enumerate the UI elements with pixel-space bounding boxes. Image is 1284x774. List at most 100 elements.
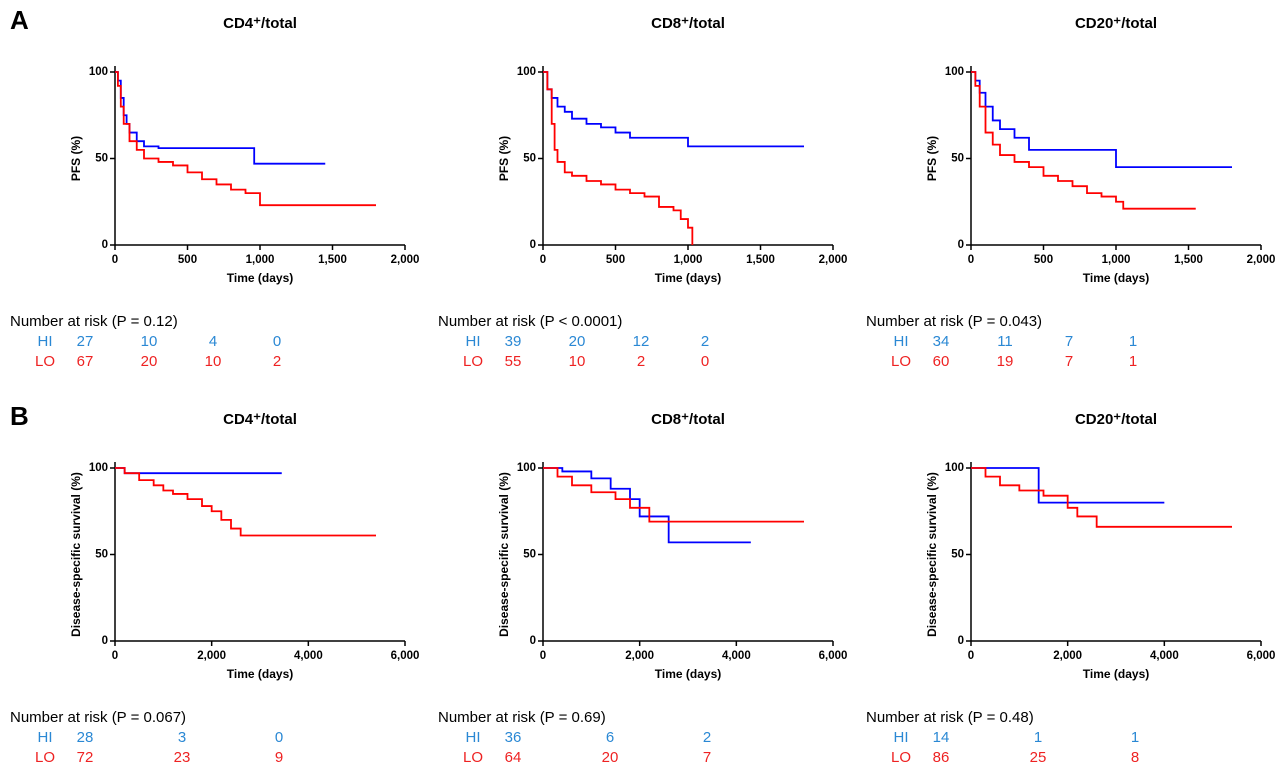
risk-count: 20: [602, 749, 619, 766]
chart-title: CD20⁺/total: [1075, 411, 1157, 428]
x-tick-label: 2,000: [391, 254, 420, 266]
y-axis-label: Disease-specific survival (%): [69, 472, 83, 637]
x-tick-label: 500: [1034, 254, 1053, 266]
y-tick-label: 100: [945, 462, 964, 474]
risk-count: 11: [997, 333, 1013, 350]
y-tick-label: 0: [102, 635, 108, 647]
risk-group: HI: [466, 333, 481, 350]
x-tick-label: 1,500: [318, 254, 347, 266]
x-tick-label: 6,000: [819, 650, 848, 662]
x-tick-label: 6,000: [391, 650, 420, 662]
y-tick-label: 50: [95, 153, 108, 165]
survival-curve: [971, 467, 1232, 528]
panel-label: A: [10, 5, 29, 35]
survival-curve: [115, 71, 326, 165]
y-tick-label: 50: [523, 549, 536, 561]
y-axis-label: Disease-specific survival (%): [497, 472, 511, 637]
risk-count: 2: [701, 333, 709, 350]
risk-count: 1: [1129, 333, 1137, 350]
risk-group: LO: [463, 353, 483, 370]
x-tick-label: 4,000: [294, 650, 323, 662]
y-axis-label: Disease-specific survival (%): [925, 472, 939, 637]
risk-count: 1: [1129, 353, 1137, 370]
risk-count: 64: [505, 749, 522, 766]
risk-count: 72: [77, 749, 94, 766]
risk-group: LO: [463, 749, 483, 766]
y-tick-label: 100: [517, 66, 536, 78]
y-tick-label: 100: [89, 66, 108, 78]
y-tick-label: 0: [958, 635, 964, 647]
risk-group: LO: [891, 353, 911, 370]
risk-count: 9: [275, 749, 283, 766]
y-tick-label: 50: [523, 153, 536, 165]
x-tick-label: 2,000: [819, 254, 848, 266]
y-tick-label: 50: [951, 549, 964, 561]
risk-group: HI: [894, 333, 909, 350]
risk-count: 55: [505, 353, 522, 370]
risk-title: Number at risk (P = 0.067): [10, 709, 186, 726]
risk-count: 8: [1131, 749, 1139, 766]
x-tick-label: 6,000: [1247, 650, 1276, 662]
y-tick-label: 100: [945, 66, 964, 78]
risk-group: HI: [38, 333, 53, 350]
risk-count: 34: [933, 333, 950, 350]
x-tick-label: 1,000: [674, 254, 703, 266]
x-tick-label: 2,000: [625, 650, 654, 662]
risk-count: 23: [174, 749, 191, 766]
risk-count: 12: [633, 333, 650, 350]
risk-count: 7: [1065, 353, 1073, 370]
risk-count: 2: [703, 729, 711, 746]
panel-label: B: [10, 401, 29, 431]
x-tick-label: 0: [540, 650, 546, 662]
survival-curve: [971, 71, 1232, 169]
risk-count: 0: [273, 333, 281, 350]
x-tick-label: 0: [112, 254, 118, 266]
survival-curve: [115, 467, 376, 537]
y-tick-label: 50: [95, 549, 108, 561]
survival-curve: [115, 71, 376, 207]
x-tick-label: 2,000: [197, 650, 226, 662]
x-tick-label: 0: [112, 650, 118, 662]
y-tick-label: 0: [958, 239, 964, 251]
chart-title: CD4⁺/total: [223, 411, 297, 428]
survival-curve: [543, 467, 751, 544]
risk-count: 39: [505, 333, 522, 350]
x-tick-label: 4,000: [1150, 650, 1179, 662]
risk-count: 4: [209, 333, 217, 350]
risk-count: 0: [701, 353, 709, 370]
chart-title: CD8⁺/total: [651, 15, 725, 32]
risk-count: 0: [275, 729, 283, 746]
x-tick-label: 4,000: [722, 650, 751, 662]
risk-count: 28: [77, 729, 94, 746]
x-tick-label: 0: [968, 254, 974, 266]
risk-count: 86: [933, 749, 950, 766]
risk-count: 2: [637, 353, 645, 370]
risk-count: 25: [1030, 749, 1047, 766]
x-tick-label: 1,000: [1102, 254, 1131, 266]
risk-count: 19: [997, 353, 1014, 370]
risk-count: 20: [569, 333, 586, 350]
risk-title: Number at risk (P < 0.0001): [438, 313, 622, 330]
survival-curve: [971, 71, 1196, 210]
risk-count: 27: [77, 333, 94, 350]
x-tick-label: 0: [968, 650, 974, 662]
y-axis-label: PFS (%): [69, 136, 83, 181]
chart-title: CD4⁺/total: [223, 15, 297, 32]
risk-count: 36: [505, 729, 522, 746]
risk-group: LO: [35, 353, 55, 370]
risk-count: 3: [178, 729, 186, 746]
y-axis-label: PFS (%): [497, 136, 511, 181]
x-tick-label: 500: [178, 254, 197, 266]
risk-group: HI: [38, 729, 53, 746]
x-axis-label: Time (days): [227, 667, 293, 681]
x-axis-label: Time (days): [1083, 271, 1149, 285]
y-tick-label: 50: [951, 153, 964, 165]
risk-group: LO: [35, 749, 55, 766]
x-tick-label: 500: [606, 254, 625, 266]
survival-curve: [971, 467, 1165, 504]
x-tick-label: 2,000: [1053, 650, 1082, 662]
risk-count: 10: [205, 353, 222, 370]
survival-curve: [543, 71, 804, 148]
risk-count: 20: [141, 353, 158, 370]
risk-count: 14: [933, 729, 950, 746]
